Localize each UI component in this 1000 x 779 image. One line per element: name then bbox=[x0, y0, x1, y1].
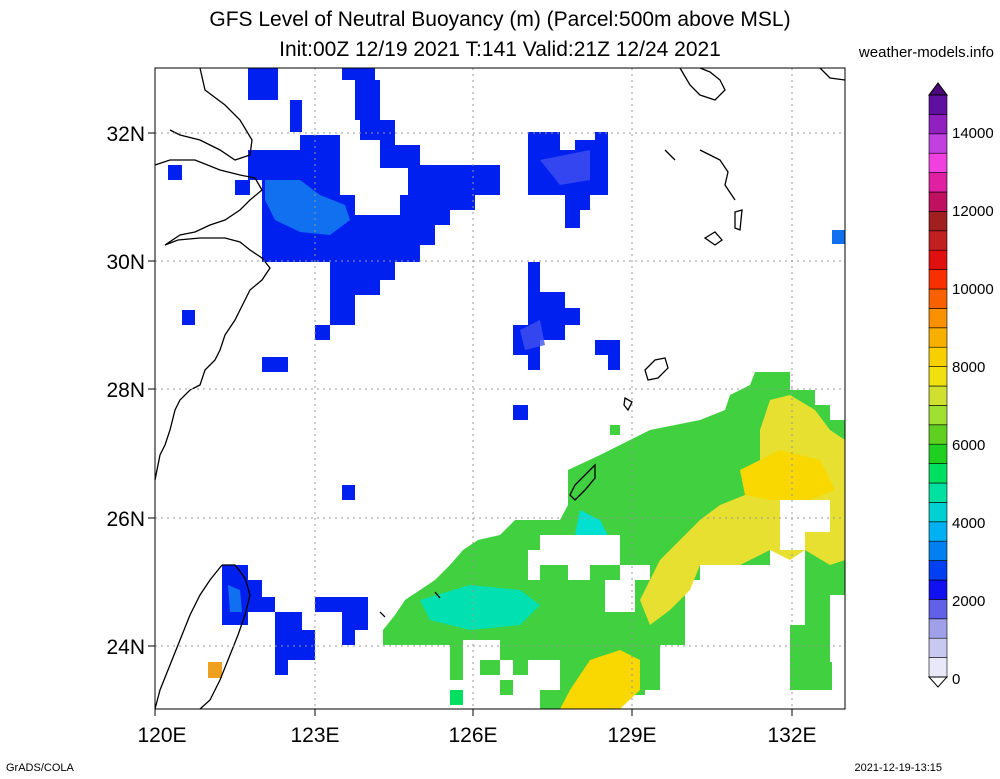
colorbar-swatch bbox=[928, 211, 948, 232]
colorbar-swatch bbox=[928, 502, 948, 523]
lat-label-28n: 28N bbox=[106, 379, 145, 402]
lat-label-24n: 24N bbox=[106, 636, 145, 659]
colorbar-swatch bbox=[928, 152, 948, 173]
colorbar-swatch bbox=[928, 94, 948, 115]
footer-timestamp: 2021-12-19-13:15 bbox=[854, 762, 942, 774]
latitude-labels: 32N 30N 28N 26N 24N bbox=[106, 123, 145, 659]
shade-blue-violet bbox=[520, 150, 590, 350]
colorbar-swatch bbox=[928, 657, 948, 678]
colorbar-label-8000: 8000 bbox=[952, 359, 985, 376]
gridlines bbox=[155, 68, 845, 709]
colorbar-swatch bbox=[928, 637, 948, 658]
footer-left: GrADS/COLA bbox=[6, 762, 74, 774]
colorbar-label-10000: 10000 bbox=[952, 281, 994, 298]
lon-label-129e: 129E bbox=[607, 724, 656, 747]
colorbar-swatch bbox=[928, 521, 948, 542]
colorbar-swatch bbox=[928, 230, 948, 251]
colorbar-swatch bbox=[928, 385, 948, 406]
colorbar-swatch bbox=[928, 482, 948, 503]
colorbar-swatch bbox=[928, 424, 948, 445]
colorbar-swatch bbox=[928, 443, 948, 464]
colorbar-label-14000: 14000 bbox=[952, 125, 994, 142]
lon-label-126e: 126E bbox=[448, 724, 497, 747]
colorbar-swatch bbox=[928, 288, 948, 309]
colorbar-label-0: 0 bbox=[952, 671, 960, 688]
colorbar-swatch bbox=[928, 172, 948, 193]
colorbar-swatch bbox=[928, 269, 948, 290]
colorbar-label-6000: 6000 bbox=[952, 437, 985, 454]
lat-label-32n: 32N bbox=[106, 123, 145, 146]
axis-ticks bbox=[148, 132, 793, 716]
colorbar: 14000 12000 10000 8000 6000 4000 2000 0 bbox=[927, 82, 994, 688]
colorbar-swatch bbox=[928, 308, 948, 329]
colorbar-swatch bbox=[928, 463, 948, 484]
mid-buoyancy-cores bbox=[228, 180, 845, 612]
colorbar-swatch bbox=[928, 405, 948, 426]
colorbar-swatch bbox=[928, 599, 948, 620]
colorbar-swatch bbox=[928, 366, 948, 387]
lat-label-26n: 26N bbox=[106, 508, 145, 531]
colorbar-labels: 14000 12000 10000 8000 6000 4000 2000 0 bbox=[952, 125, 994, 688]
colorbar-label-2000: 2000 bbox=[952, 593, 985, 610]
credit-text: weather-models.info bbox=[858, 44, 994, 61]
colorbar-max-triangle bbox=[928, 82, 948, 96]
colorbar-swatch bbox=[928, 133, 948, 154]
lon-label-132e: 132E bbox=[767, 724, 816, 747]
colorbar-swatch bbox=[928, 560, 948, 581]
colorbar-swatch bbox=[928, 540, 948, 561]
colorbar-label-4000: 4000 bbox=[952, 515, 985, 532]
colorbar-swatch bbox=[928, 618, 948, 639]
colorbar-swatch bbox=[928, 114, 948, 135]
colorbar-label-12000: 12000 bbox=[952, 203, 994, 220]
map-subtitle: Init:00Z 12/19 2021 T:141 Valid:21Z 12/2… bbox=[279, 38, 721, 61]
colorbar-min-triangle bbox=[927, 676, 949, 688]
colorbar-swatch bbox=[928, 191, 948, 212]
lon-label-123e: 123E bbox=[290, 724, 339, 747]
map-panel bbox=[148, 67, 846, 716]
colorbar-swatch bbox=[928, 327, 948, 348]
map-title: GFS Level of Neutral Buoyancy (m) (Parce… bbox=[209, 8, 791, 31]
colorbar-swatch bbox=[928, 249, 948, 270]
low-buoyancy-areas bbox=[168, 68, 620, 675]
colorbar-swatch bbox=[928, 579, 948, 600]
longitude-labels: 120E 123E 126E 129E 132E bbox=[137, 724, 816, 747]
lon-label-120e: 120E bbox=[137, 724, 186, 747]
lat-label-30n: 30N bbox=[106, 251, 145, 274]
colorbar-swatch bbox=[928, 346, 948, 367]
coastlines bbox=[154, 67, 846, 710]
